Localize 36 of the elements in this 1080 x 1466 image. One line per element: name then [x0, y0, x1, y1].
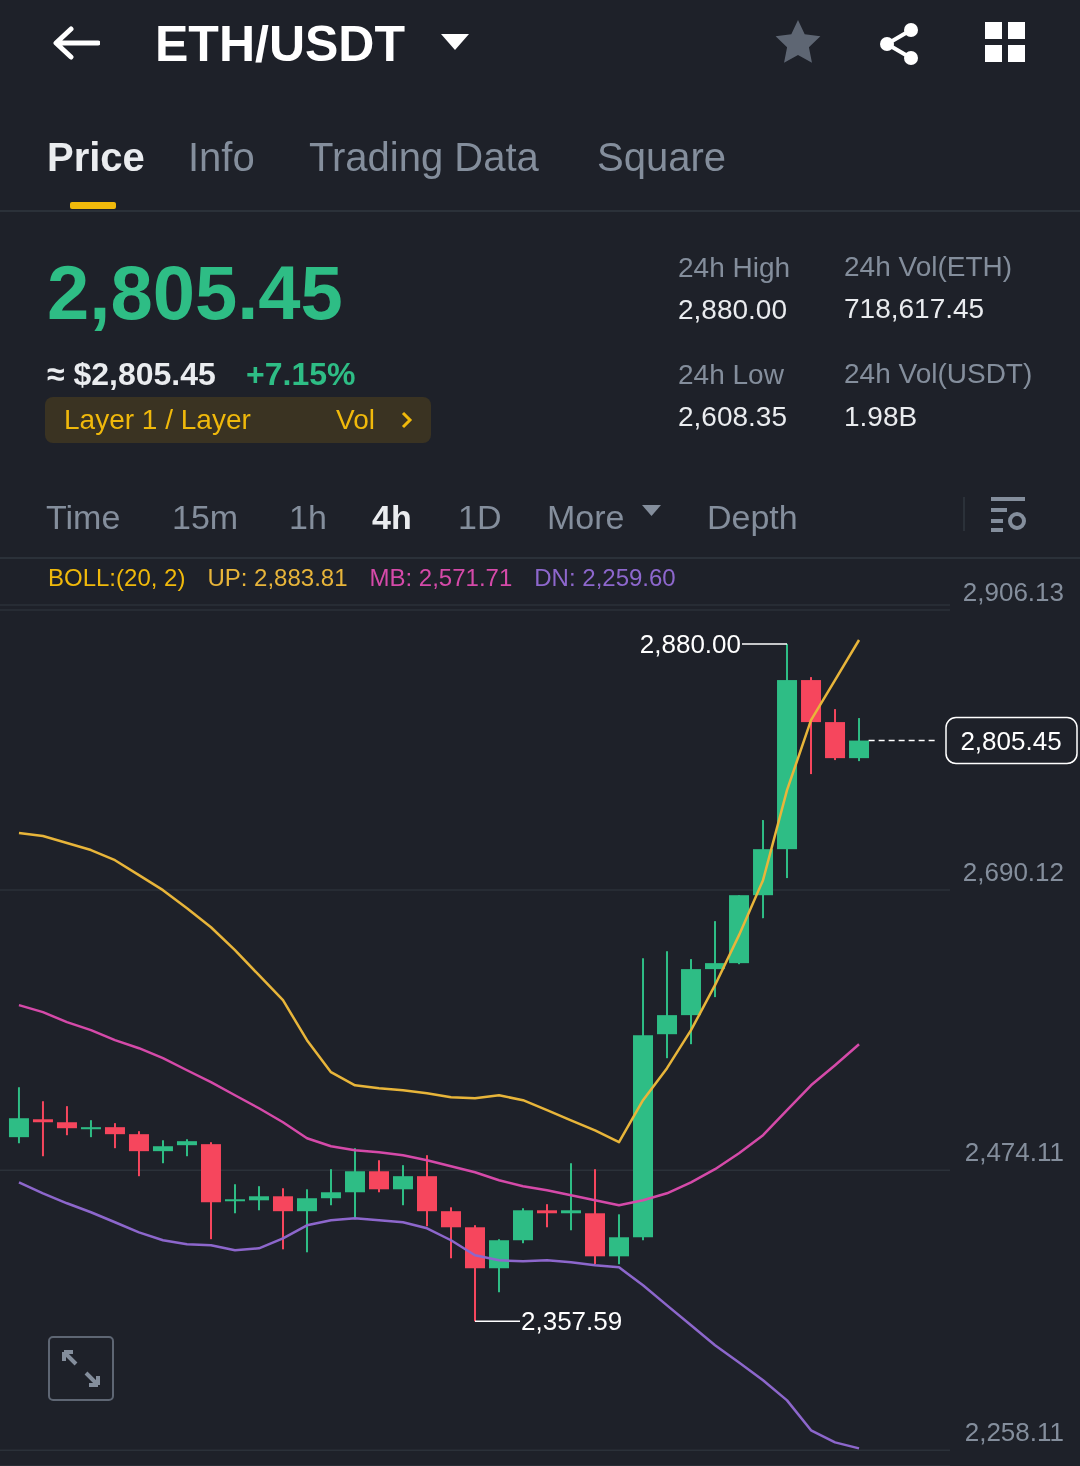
text: +7.15%: [246, 354, 356, 394]
text: 1.98B: [844, 400, 918, 434]
annotation: 2,357.59: [521, 1306, 623, 1337]
text: 24h Low: [678, 358, 784, 392]
text: 1h: [289, 496, 327, 538]
y-tick-label: 2,906.13: [962, 577, 1064, 608]
text: Price: [47, 134, 145, 181]
text: 24h Vol(ETH): [844, 250, 1013, 284]
ref-line-label: 2,805.45: [960, 725, 1062, 756]
y-tick-label: 2,690.12: [962, 857, 1064, 888]
text: ≈ $2,805.45: [47, 354, 216, 394]
text: 2,880.00: [678, 293, 787, 327]
legend-title: BOLL:(20, 2): [48, 564, 186, 592]
text: 24h Vol(USDT): [844, 357, 1033, 391]
text: More: [547, 496, 625, 538]
annotation: 2,880.00: [639, 628, 742, 659]
text: Square: [597, 134, 726, 181]
text: 24h High: [678, 251, 791, 285]
text: MB: 2,571.71: [369, 564, 513, 592]
text: Info: [188, 134, 255, 181]
y-tick-label: 2,474.11: [964, 1137, 1064, 1168]
text: UP: 2,883.81: [207, 564, 348, 592]
text: DN: 2,259.60: [534, 564, 676, 592]
text: 718,617.45: [844, 292, 985, 326]
text: Vol: [336, 403, 375, 437]
text: Trading Data: [309, 134, 539, 181]
text: Depth: [707, 496, 798, 538]
chart-title: ETH/USDT: [155, 16, 405, 72]
y-tick-label: 2,258.11: [964, 1417, 1064, 1448]
text: 1D: [458, 496, 502, 538]
text: 2,805.45: [47, 249, 343, 338]
text: Layer 1 / Layer: [64, 403, 251, 437]
text: 4h: [372, 496, 412, 538]
text: 2,608.35: [678, 400, 787, 434]
text: Time: [46, 496, 121, 538]
text: 15m: [172, 496, 239, 538]
